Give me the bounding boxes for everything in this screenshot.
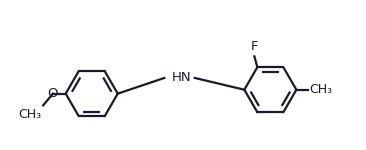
Text: HN: HN bbox=[172, 71, 192, 84]
Text: CH₃: CH₃ bbox=[18, 108, 41, 121]
Text: CH₃: CH₃ bbox=[309, 83, 332, 96]
Text: F: F bbox=[251, 40, 258, 53]
Text: O: O bbox=[48, 87, 58, 100]
